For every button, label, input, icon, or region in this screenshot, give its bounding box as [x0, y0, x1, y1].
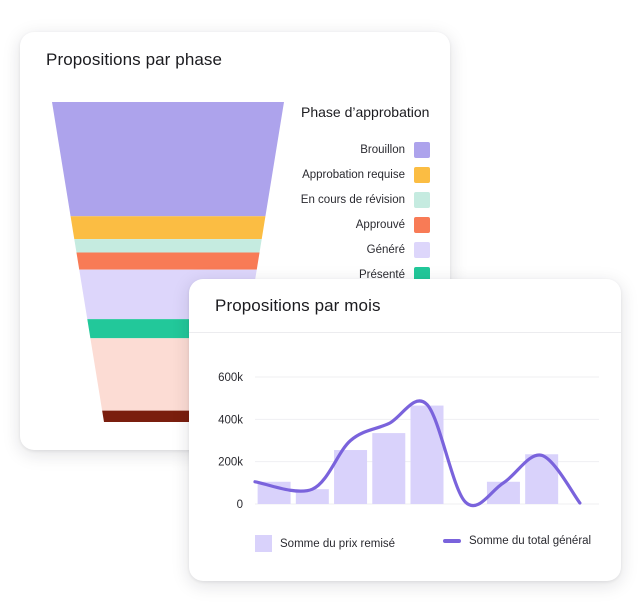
legend-label: Approbation requise: [302, 168, 405, 181]
funnel-segment-2[interactable]: [74, 239, 262, 253]
y-tick-label: 0: [237, 499, 243, 511]
legend-label: Présenté: [358, 268, 405, 281]
legend-title: Phase d’approbation: [301, 104, 430, 120]
grand-total-line[interactable]: [253, 399, 582, 508]
bar-6[interactable]: [486, 481, 520, 504]
legend-item-discounted-price[interactable]: Somme du prix remisé: [255, 535, 395, 552]
bar-2[interactable]: [334, 450, 368, 504]
bar-3[interactable]: [372, 433, 406, 504]
monthly-chart: 0 200k 400k 600k: [218, 372, 599, 511]
legend-label: Brouillon: [360, 143, 405, 156]
funnel-segment-1[interactable]: [70, 216, 266, 240]
legend-swatch: [414, 191, 430, 208]
legend-label: Somme du prix remisé: [280, 537, 396, 550]
legend-item-4[interactable]: Généré: [270, 237, 430, 262]
legend-swatch: [443, 539, 461, 543]
legend-swatch: [414, 241, 430, 258]
legend-item-grand-total[interactable]: Somme du total général: [443, 535, 591, 547]
legend-swatch: [414, 141, 430, 158]
proposals-by-month-card: Propositions par mois 0 200k 400k 600k Somm…: [189, 279, 621, 581]
y-tick-label: 400k: [218, 414, 243, 426]
bar-7[interactable]: [525, 454, 559, 504]
legend-item-0[interactable]: Brouillon: [270, 137, 430, 162]
legend-swatch: [414, 216, 430, 233]
legend-swatch: [414, 266, 430, 283]
funnel-legend: Brouillon Approbation requise En cours de …: [270, 137, 430, 287]
legend-swatch: [414, 166, 430, 183]
legend-label: Somme du total général: [469, 535, 592, 547]
legend-item-1[interactable]: Approbation requise: [270, 162, 430, 187]
legend-item-5[interactable]: Présenté: [270, 262, 430, 287]
funnel-segment-3[interactable]: [76, 252, 260, 270]
bar-1[interactable]: [295, 489, 329, 504]
title-divider: [189, 332, 621, 333]
legend-label: Généré: [366, 243, 405, 256]
legend-label: En cours de révision: [300, 193, 405, 206]
bar-4[interactable]: [410, 405, 444, 504]
legend-label: Approuvé: [355, 218, 405, 231]
y-tick-label: 600k: [218, 372, 243, 384]
y-tick-label: 200k: [218, 457, 243, 469]
funnel-segment-0[interactable]: [52, 102, 284, 217]
card-title: Propositions par mois: [215, 296, 381, 315]
legend-swatch: [255, 535, 272, 552]
card-title: Propositions par phase: [46, 50, 223, 69]
legend-item-3[interactable]: Approuvé: [270, 212, 430, 237]
legend-item-2[interactable]: En cours de révision: [270, 187, 430, 212]
